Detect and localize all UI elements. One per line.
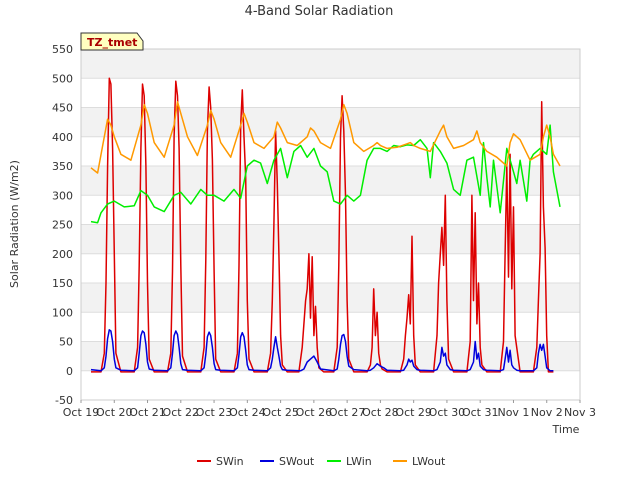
y-tick-label: 450 bbox=[52, 102, 73, 115]
x-tick-label: Oct 26 bbox=[296, 406, 333, 419]
y-tick-label: 250 bbox=[52, 219, 73, 232]
y-tick-label: 150 bbox=[52, 277, 73, 290]
tz-badge-label: TZ_tmet bbox=[87, 36, 137, 49]
x-tick-label: Oct 24 bbox=[229, 406, 266, 419]
legend-label-swout: SWout bbox=[279, 455, 315, 468]
series-line-swin bbox=[91, 77, 554, 373]
x-tick-label: Oct 30 bbox=[429, 406, 466, 419]
y-tick-label: 100 bbox=[52, 306, 73, 319]
y-axis-label: Solar Radiation (W/m2) bbox=[8, 160, 21, 288]
series-line-swout bbox=[90, 329, 554, 372]
y-tick-label: 300 bbox=[52, 189, 73, 202]
x-tick-label: Oct 19 bbox=[63, 406, 100, 419]
y-axis-ticks: -50 0 50 100 150 200 250 300 350 400 450 500 550 bbox=[52, 43, 73, 407]
plot-band bbox=[81, 107, 580, 137]
x-tick-label: Oct 22 bbox=[163, 406, 200, 419]
legend-label-swin: SWin bbox=[216, 455, 244, 468]
y-tick-label: 350 bbox=[52, 160, 73, 173]
x-tick-label: Oct 25 bbox=[262, 406, 299, 419]
y-tick-label: -50 bbox=[55, 394, 73, 407]
y-tick-label: 200 bbox=[52, 248, 73, 261]
chart-title: 4-Band Solar Radiation bbox=[245, 4, 394, 19]
x-tick-label: Oct 21 bbox=[129, 406, 166, 419]
plot-band bbox=[81, 341, 580, 371]
legend-label-lwout: LWout bbox=[412, 455, 446, 468]
plot-band bbox=[81, 283, 580, 313]
x-tick-label: Nov 3 bbox=[564, 406, 596, 419]
x-tick-label: Oct 28 bbox=[362, 406, 399, 419]
series-line-lwout bbox=[90, 100, 561, 174]
x-tick-label: Oct 29 bbox=[395, 406, 432, 419]
x-axis-label: Time bbox=[552, 423, 580, 436]
x-tick-label: Oct 20 bbox=[96, 406, 133, 419]
x-tick-label: Oct 23 bbox=[196, 406, 233, 419]
y-tick-label: 550 bbox=[52, 43, 73, 56]
x-tick-label: Oct 27 bbox=[329, 406, 366, 419]
x-tick-label: Oct 31 bbox=[462, 406, 499, 419]
x-tick-label: Nov 1 bbox=[497, 406, 529, 419]
tz-badge-box bbox=[80, 32, 144, 51]
legend: SWin SWout LWin LWout bbox=[197, 455, 446, 468]
plot-band bbox=[81, 224, 580, 254]
plot-band bbox=[81, 49, 580, 79]
legend-label-lwin: LWin bbox=[346, 455, 372, 468]
x-tick-label: Nov 2 bbox=[531, 406, 563, 419]
series-lines bbox=[90, 77, 561, 373]
plot-area bbox=[80, 48, 581, 401]
y-tick-label: 50 bbox=[59, 336, 73, 349]
tz-badge: TZ_tmet bbox=[80, 32, 144, 51]
series-line-lwin bbox=[90, 124, 561, 224]
y-tick-label: 0 bbox=[66, 365, 73, 378]
plot-bands bbox=[81, 49, 580, 371]
y-tick-label: 500 bbox=[52, 72, 73, 85]
y-tick-label: 400 bbox=[52, 131, 73, 144]
